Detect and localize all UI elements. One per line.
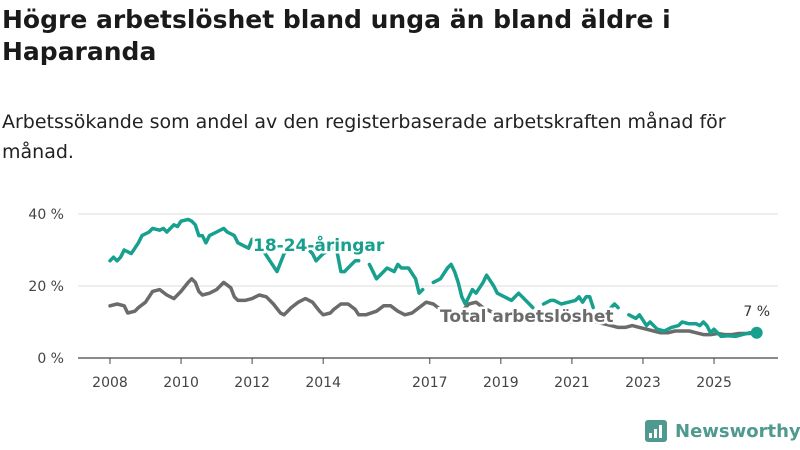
y-tick-label: 20 % (28, 279, 64, 295)
series-label-young: 18-24-åringar (253, 234, 385, 256)
end-point-marker (750, 326, 763, 339)
x-tick-label: 2008 (92, 375, 128, 391)
chart-title: Högre arbetslöshet bland unga än bland ä… (2, 5, 671, 66)
y-tick-label: 0 % (37, 351, 64, 367)
x-tick-label: 2010 (163, 375, 199, 391)
newsworthy-logo-icon (645, 420, 667, 442)
brand-name: Newsworthy (675, 420, 800, 442)
series-line-young (108, 217, 759, 339)
x-tick-label: 2019 (483, 375, 519, 391)
x-tick-label: 2023 (625, 375, 661, 391)
x-tick-label: 2012 (234, 375, 270, 391)
end-value-label: 7 % (743, 304, 770, 320)
axis-layer: 0 % 20 % 40 % 2008 2010 2012 2014 2017 2019 2021 2… (28, 207, 731, 391)
chart-subtitle: Arbetssökande som andel av den registerb… (2, 111, 726, 163)
newsworthy-logo: Newsworthy (645, 420, 800, 442)
x-tick-label: 2014 (305, 375, 341, 391)
series-label-total: Total arbetslöshet (440, 307, 614, 327)
y-tick-label: 40 % (28, 207, 64, 223)
x-tick-label: 2021 (554, 375, 590, 391)
grid-layer (78, 213, 778, 359)
series-layer (108, 217, 759, 339)
series-line-total (108, 277, 759, 337)
x-tick-label: 2017 (412, 375, 448, 391)
x-tick-label: 2025 (696, 375, 732, 391)
